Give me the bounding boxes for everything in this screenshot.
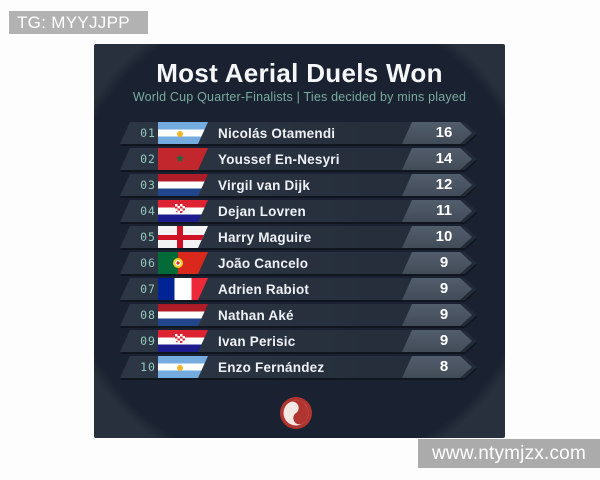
- brand-swirl-logo-icon: [280, 397, 312, 429]
- flag-netherlands-icon: [158, 174, 208, 196]
- rank-label: 08: [140, 308, 156, 322]
- value-label: 9: [439, 306, 449, 323]
- player-name: Adrien Rabiot: [218, 282, 310, 297]
- leaderboard: 01 Nicolás Otamendi 16 02 Youssef En-Nes…: [120, 122, 477, 382]
- player-name: Enzo Fernández: [218, 360, 325, 375]
- player-name: Ivan Perisic: [218, 334, 296, 349]
- row-bar: [120, 278, 477, 300]
- table-row: 10 Enzo Fernández 8: [120, 356, 477, 378]
- value-label: 12: [435, 176, 453, 193]
- row-bar: [120, 148, 477, 170]
- value-label: 16: [435, 124, 453, 141]
- table-row: 08 Nathan Aké 9: [120, 304, 477, 326]
- player-name: João Cancelo: [218, 256, 309, 271]
- table-row: 04 Dejan Lovren 11: [120, 200, 477, 222]
- value-label: 9: [439, 332, 449, 349]
- flag-portugal-icon: [158, 252, 208, 274]
- player-name: Youssef En-Nesyri: [218, 152, 340, 167]
- row-bar: [120, 330, 477, 352]
- value-badge: 12: [402, 174, 472, 196]
- rank-label: 10: [140, 360, 156, 374]
- flag-morocco-icon: [158, 148, 208, 170]
- rank-label: 01: [140, 126, 156, 140]
- value-badge: 9: [402, 252, 472, 274]
- value-label: 8: [439, 358, 449, 375]
- value-label: 14: [435, 150, 453, 167]
- row-bar: [120, 122, 477, 144]
- value-badge: 11: [402, 200, 472, 222]
- page-title: Most Aerial Duels Won: [156, 58, 443, 88]
- value-label: 11: [436, 202, 452, 219]
- player-name: Nathan Aké: [218, 308, 294, 323]
- value-badge: 14: [402, 148, 472, 170]
- value-badge: 9: [402, 330, 472, 352]
- page-subtitle: World Cup Quarter-Finalists | Ties decid…: [132, 90, 467, 104]
- value-badge: 8: [402, 356, 472, 378]
- player-name: Virgil van Dijk: [218, 178, 311, 193]
- rank-label: 03: [140, 178, 156, 192]
- value-label: 9: [439, 254, 449, 271]
- value-label: 9: [439, 280, 449, 297]
- rank-label: 07: [140, 282, 156, 296]
- flag-argentina-icon: [158, 356, 208, 378]
- player-name: Dejan Lovren: [218, 204, 306, 219]
- table-row: 05 Harry Maguire 10: [120, 226, 477, 248]
- value-badge: 9: [402, 304, 472, 326]
- rank-label: 06: [140, 256, 156, 270]
- row-bar: [120, 226, 477, 248]
- value-label: 10: [435, 228, 453, 245]
- row-bar: [120, 356, 477, 378]
- value-badge: 10: [402, 226, 472, 248]
- row-bar: [120, 200, 477, 222]
- flag-england-icon: [158, 226, 208, 248]
- flag-croatia-icon: [158, 330, 208, 352]
- player-name: Harry Maguire: [218, 230, 312, 245]
- table-row: 03 Virgil van Dijk 12: [120, 174, 477, 196]
- rank-label: 02: [140, 152, 156, 166]
- value-badge: 16: [402, 122, 472, 144]
- flag-argentina-icon: [158, 122, 208, 144]
- player-name: Nicolás Otamendi: [218, 126, 336, 141]
- flag-netherlands-icon: [158, 304, 208, 326]
- table-row: 06 João Cancelo 9: [120, 252, 477, 274]
- rank-label: 05: [140, 230, 156, 244]
- telegram-handle-chip: TG: MYYJJPP: [9, 11, 148, 34]
- stats-card: Most Aerial Duels Won World Cup Quarter-…: [94, 44, 505, 438]
- rank-label: 09: [140, 334, 156, 348]
- row-bar: [120, 252, 477, 274]
- row-bar: [120, 174, 477, 196]
- flag-france-icon: [158, 278, 208, 300]
- row-bar: [120, 304, 477, 326]
- value-badge: 9: [402, 278, 472, 300]
- rank-label: 04: [140, 204, 156, 218]
- flag-croatia-icon: [158, 200, 208, 222]
- table-row: 02 Youssef En-Nesyri 14: [120, 148, 477, 170]
- table-row: 07 Adrien Rabiot 9: [120, 278, 477, 300]
- table-row: 09 Ivan Perisic 9: [120, 330, 477, 352]
- watermark-url: www.ntymjzx.com: [418, 439, 600, 468]
- table-row: 01 Nicolás Otamendi 16: [120, 122, 477, 144]
